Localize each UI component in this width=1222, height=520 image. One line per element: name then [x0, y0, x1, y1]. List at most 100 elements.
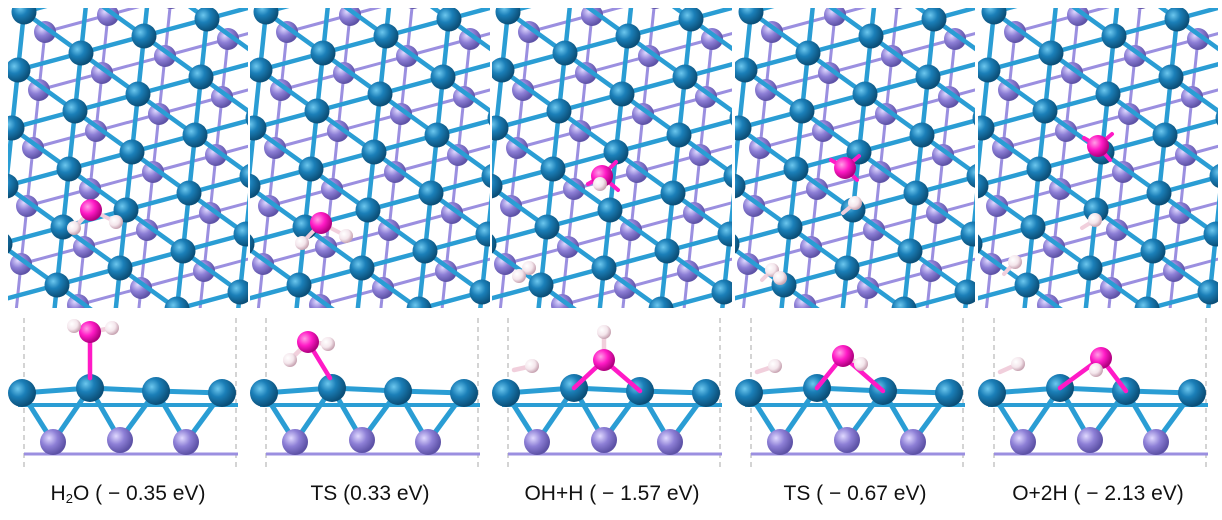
substrate-atom [614, 277, 636, 299]
metal-atom [492, 234, 497, 254]
metal-atom [450, 379, 478, 407]
substrate-atom [85, 120, 107, 142]
metal-atom [978, 57, 1001, 83]
metal-atom [981, 8, 1007, 25]
metal-atom [487, 110, 490, 126]
metal-atom [852, 81, 878, 107]
substrate-atom [881, 45, 903, 67]
substrate-atom [154, 45, 176, 67]
metal-atom [735, 379, 763, 407]
metal-atom [475, 221, 490, 247]
substrate-atom [591, 427, 617, 453]
hydrogen-atom [768, 359, 782, 373]
metal-atom [361, 139, 387, 165]
metal-atom [891, 296, 917, 308]
metal-atom [534, 214, 560, 240]
metal-atom [935, 379, 963, 407]
metal-atom [349, 255, 375, 281]
hydrogen-atom [1011, 357, 1025, 371]
caption-h2o: H2O ( − 0.35 eV) [50, 482, 206, 506]
metal-atom [430, 64, 456, 90]
metal-atom [250, 379, 278, 407]
substrate-atom [944, 28, 966, 50]
substrate-atom [1106, 219, 1128, 241]
substrate-atom [812, 120, 834, 142]
hydrogen-atom [295, 236, 309, 250]
substrate-atom [459, 28, 481, 50]
substrate-atom [557, 236, 579, 258]
substrate-atom [1112, 161, 1134, 183]
substrate-atom [920, 260, 942, 282]
substrate-atom [390, 103, 412, 125]
metal-atom [131, 23, 157, 49]
substrate-atom [1061, 62, 1083, 84]
metal-atom [729, 110, 732, 126]
hydrogen-atom [339, 229, 353, 243]
metal-atom [1146, 180, 1172, 206]
hydrogen-atom [597, 325, 611, 339]
substrate-atom [136, 219, 158, 241]
substrate-atom [932, 144, 954, 166]
metal-atom [921, 8, 947, 32]
substrate-atom [761, 21, 783, 43]
metal-atom [250, 115, 267, 141]
substrate-atom [1187, 28, 1209, 50]
substrate-atom [349, 427, 375, 453]
metal-atom [1178, 379, 1206, 407]
metal-bond [8, 302, 51, 308]
metal-atom [678, 8, 704, 32]
substrate-atom [800, 236, 822, 258]
metal-atom [481, 164, 490, 188]
substrate-atom [73, 236, 95, 258]
metal-atom [978, 173, 989, 199]
substrate-atom [869, 161, 891, 183]
hydrogen-atom [321, 337, 335, 351]
metal-bond [978, 302, 1021, 308]
metal-atom [412, 238, 438, 264]
metal-atom [76, 374, 104, 402]
metal-atom [717, 221, 732, 247]
substrate-atom [518, 21, 540, 43]
hydrogen-atom [512, 269, 526, 283]
substrate-atom [40, 429, 66, 455]
top-view-ts1 [250, 8, 490, 308]
hydrogen-atom [522, 261, 536, 275]
substrate-atom [695, 86, 717, 108]
metal-atom [50, 214, 76, 240]
substrate-atom [327, 120, 349, 142]
substrate-atom [205, 144, 227, 166]
substrate-atom [620, 219, 642, 241]
substrate-atom [1169, 202, 1191, 224]
metal-atom [492, 379, 520, 407]
substrate-atom [217, 28, 239, 50]
substrate-atom [252, 253, 274, 275]
metal-atom [738, 8, 764, 25]
metal-atom [492, 173, 503, 199]
substrate-atom [384, 161, 406, 183]
metal-atom [966, 164, 975, 188]
substrate-atom [494, 253, 516, 275]
metal-atom [107, 255, 133, 281]
substrate-atom [148, 103, 170, 125]
metal-atom [735, 173, 746, 199]
metal-atom [170, 238, 196, 264]
metal-atom [367, 81, 393, 107]
substrate-atom [1010, 429, 1036, 455]
substrate-atom [441, 202, 463, 224]
metal-atom [789, 98, 815, 124]
substrate-atom [677, 260, 699, 282]
oxygen-atom [1087, 135, 1109, 157]
metal-atom [250, 234, 255, 254]
substrate-atom [79, 178, 101, 200]
metal-atom [1020, 214, 1046, 240]
metal-atom [355, 197, 381, 223]
metal-atom [834, 255, 860, 281]
metal-atom [253, 8, 279, 25]
substrate-atom [900, 429, 926, 455]
metal-atom [692, 379, 720, 407]
substrate-atom [857, 277, 879, 299]
metal-atom [310, 40, 336, 66]
substrate-atom [315, 236, 337, 258]
hydrogen-atom [67, 221, 81, 235]
metal-atom [1158, 64, 1184, 90]
